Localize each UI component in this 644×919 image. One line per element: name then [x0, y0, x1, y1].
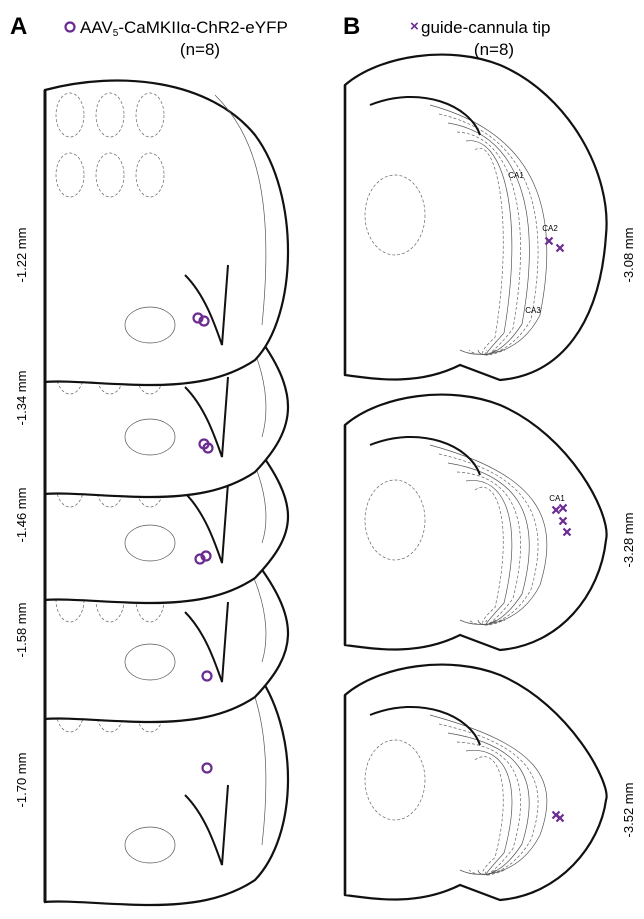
section [345, 55, 607, 380]
section-label: -3.52 mm [621, 783, 636, 838]
section-label: -3.28 mm [621, 513, 636, 568]
panel-b-sections [345, 55, 607, 900]
panel-letter: A [10, 13, 27, 40]
section [345, 395, 607, 650]
legend-suffix: -CaMKIIα-ChR2-eYFP [118, 18, 287, 37]
region-label: CA1 [549, 494, 565, 503]
section-outline [345, 395, 607, 650]
region-label: CA1 [508, 171, 524, 180]
section-label: -1.34 mm [14, 371, 29, 426]
section-label: -1.46 mm [14, 488, 29, 543]
figure: A AAV5-CaMKIIα-ChR2-eYFP (n=8) B × guide… [0, 0, 644, 919]
section-label: -1.58 mm [14, 603, 29, 658]
section [45, 80, 288, 385]
section-outline [345, 665, 607, 900]
legend-n: (n=8) [180, 40, 220, 59]
legend-symbol: × [410, 18, 419, 35]
legend-text: AAV5-CaMKIIα-ChR2-eYFP [80, 18, 288, 39]
section [345, 665, 607, 900]
region-label: CA3 [525, 306, 541, 315]
legend-text: guide-cannula tip [421, 18, 550, 37]
region-label: CA2 [542, 224, 558, 233]
panel-letter: B [343, 13, 360, 40]
legend-prefix: AAV [80, 18, 113, 37]
section-label: -1.70 mm [14, 753, 29, 808]
section-outline [345, 55, 607, 380]
panel-a-sections [45, 80, 288, 905]
section-label: -1.22 mm [14, 228, 29, 283]
section-label: -3.08 mm [621, 228, 636, 283]
section-outline [45, 80, 288, 385]
legend-n: (n=8) [474, 40, 514, 59]
legend-circle [66, 23, 75, 32]
